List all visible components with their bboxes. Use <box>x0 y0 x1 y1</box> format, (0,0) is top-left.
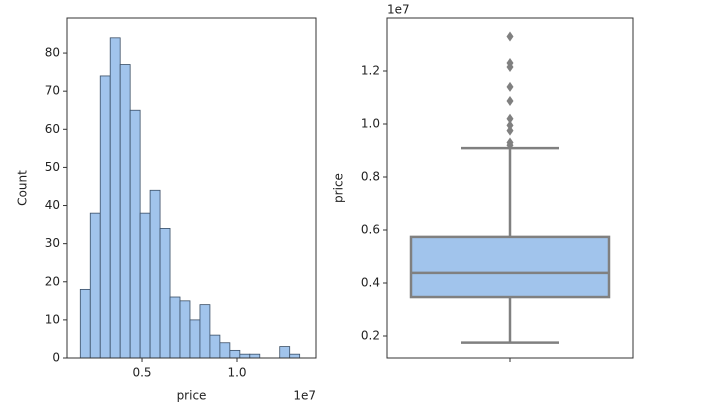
box <box>409 235 611 299</box>
bar <box>219 342 231 359</box>
y-tick-label: 1.0 <box>361 117 380 131</box>
bar <box>249 353 261 359</box>
outlier <box>506 140 514 151</box>
y-tick-label: 60 <box>45 122 60 136</box>
bar <box>279 346 291 359</box>
outlier <box>506 125 514 136</box>
y-tick-label: 0 <box>52 351 60 365</box>
x-tick-label: 1.0 <box>227 366 246 380</box>
x-axis-label: price <box>177 389 207 403</box>
y-tick-label: 0.8 <box>361 170 380 184</box>
y-tick-label: 1.2 <box>361 64 380 78</box>
bar <box>99 75 111 359</box>
y-axis-label: Count <box>16 170 30 206</box>
bar <box>229 349 241 359</box>
x-tick-label: 0.5 <box>132 366 151 380</box>
outlier <box>506 120 514 131</box>
bar <box>169 296 181 359</box>
bar <box>289 353 301 359</box>
y-tick-label: 20 <box>45 274 60 288</box>
bar <box>89 212 101 359</box>
y-axis-label: price <box>332 173 346 203</box>
bar <box>209 334 221 359</box>
outlier <box>506 95 514 106</box>
y-offset-label: 1e7 <box>387 3 410 17</box>
outlier <box>506 81 514 92</box>
y-tick-label: 50 <box>45 160 60 174</box>
y-tick-label: 10 <box>45 312 60 326</box>
bar <box>129 109 141 359</box>
y-tick-label: 80 <box>45 46 60 60</box>
bar <box>239 353 251 359</box>
y-tick-label: 30 <box>45 236 60 250</box>
axes-frame <box>66 17 317 359</box>
y-tick-label: 40 <box>45 198 60 212</box>
outlier <box>506 31 514 42</box>
bar <box>139 212 151 359</box>
bar <box>159 228 171 359</box>
bar <box>149 189 161 359</box>
y-tick-label: 0.2 <box>361 329 380 343</box>
y-tick-label: 70 <box>45 84 60 98</box>
outlier <box>506 113 514 124</box>
bar <box>109 37 121 359</box>
x-offset-label: 1e7 <box>293 389 316 403</box>
outlier <box>506 62 514 73</box>
bar <box>189 319 201 359</box>
bar <box>179 300 191 359</box>
bar <box>119 64 131 359</box>
bar <box>199 304 211 359</box>
bar <box>79 288 91 359</box>
y-tick-label: 0.6 <box>361 223 380 237</box>
y-tick-label: 0.4 <box>361 276 380 290</box>
